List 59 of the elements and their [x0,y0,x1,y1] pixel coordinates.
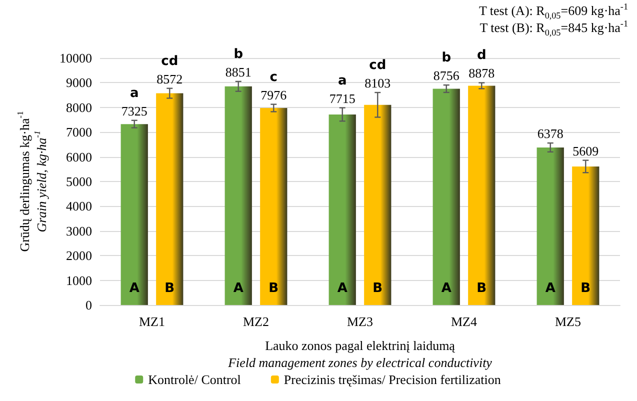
y-tick-label: 5000 [66,174,92,189]
y-tick-label: 10000 [60,50,92,66]
bar [364,104,392,305]
bar [536,147,564,305]
text: T test (A): R$_{0,05}$=609 kg·ha$^{-1}$ [478,2,628,21]
data-label: 6378 [537,126,564,142]
bar [468,86,496,305]
y-tick-label: 2000 [66,248,92,264]
x-tick-label: MZ5 [555,314,581,329]
legend-label: Precizinis tręšimas/ Precision fertilization [284,372,502,387]
y-tick-label: 6000 [66,149,92,164]
annotation: cd [161,54,178,69]
annotation: d [476,48,486,64]
x-tick-label: MZ2 [243,314,269,329]
y-tick-label: 1000 [66,272,92,288]
y-tick-label: 0 [86,298,92,312]
x-tick-label: MZ4 [451,314,478,329]
annotation: B [580,280,591,296]
bar [120,124,148,305]
text: T test (B): R$_{0,05}$=845 kg·ha$^{-1}$ [478,18,628,38]
annotation: b [442,50,452,66]
data-label: 5609 [572,143,599,158]
data-label: 8103 [364,76,391,91]
data-label: 8756 [433,68,460,84]
annotation: B [164,280,175,296]
annotation: b [234,46,244,62]
data-label: 8878 [468,66,495,81]
annotation: cd [369,58,386,74]
annotation: A [129,280,140,296]
bar [224,86,252,305]
bar [432,88,460,305]
x-axis-title: Lauko zonos pagal elektrinį laidumą Field management zones by electrical conductivity [227,338,492,370]
annotation: a [338,73,347,88]
annotation: A [233,280,244,296]
annotation: A [545,280,556,296]
legend-label: Kontrolė/ Control [148,372,242,387]
bar [328,114,356,305]
data-label: 7976 [260,87,288,102]
x-tick-label: MZ3 [347,314,373,329]
x-tick-label: MZ1 [139,314,165,329]
bar [156,93,184,305]
annotation: B [372,280,383,296]
y-tick-label: 3000 [66,223,92,238]
annotation: B [476,280,487,296]
data-label: 8851 [225,64,252,80]
annotation: c [270,70,278,85]
data-label: 7325 [121,103,148,118]
annotation: A [337,280,348,296]
y-tick-label: 8000 [66,100,92,115]
y-tick-label: 9000 [66,75,92,90]
data-label: 7715 [329,90,356,106]
annotation: B [268,280,279,296]
bar [260,108,288,305]
y-tick-label: 4000 [66,198,92,214]
y-tick-label: 7000 [66,124,92,140]
bar [572,166,600,305]
data-label: 8572 [156,71,183,86]
annotation: a [130,86,139,101]
annotation: A [441,280,452,296]
